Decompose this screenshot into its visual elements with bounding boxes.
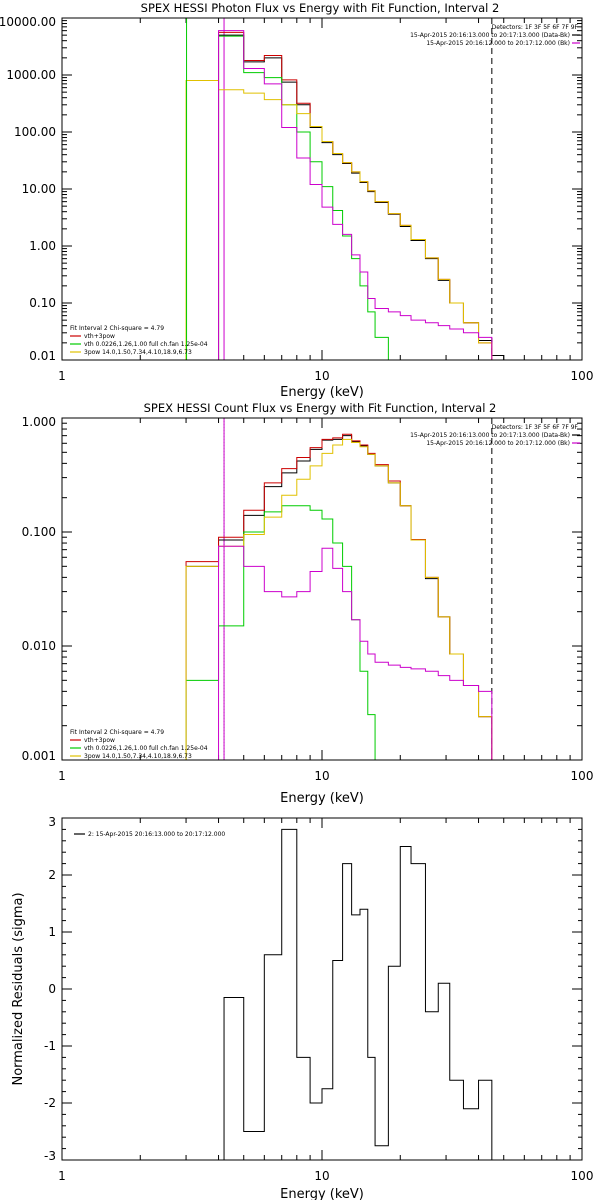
x-tick-label: 10: [314, 369, 329, 383]
x-tick-label: 10: [314, 1169, 329, 1183]
y-tick-label: 1000.00: [6, 68, 56, 82]
series-line-1: [218, 31, 504, 360]
residuals-x-axis-label: Energy (keV): [280, 1187, 364, 1200]
series-line-4: [218, 30, 493, 360]
y-tick-label: 0.100: [22, 525, 56, 539]
count-plot-area: 1 10 100 0.001 0.010 0.100 1.000: [22, 415, 594, 783]
count-y-axis: 0.001 0.010 0.100 1.000: [22, 415, 582, 763]
residuals-x-axis: 1 10 100: [58, 818, 593, 1183]
residuals-plot-frame: [61, 817, 583, 1161]
y-tick-label: 2: [48, 868, 56, 882]
y-tick-label: -3: [44, 1149, 56, 1163]
count-legend-entry: vth 0.0226,1.26,1.00 full ch.fan 1.25e-0…: [84, 745, 208, 752]
x-tick-label: 10: [314, 769, 329, 783]
photon-legend: Fit Interval 2 Chi-square = 4.79 vth+3po…: [70, 325, 208, 356]
count-info-line: 15-Apr-2015 20:16:12.000 to 20:17:12.000…: [426, 440, 570, 447]
residuals-legend-entry: 2: 15-Apr-2015 20:16:13.000 to 20:17:12.…: [88, 831, 225, 838]
photon-legend-entry: vth+3pow: [84, 333, 115, 340]
y-tick-label: 0: [48, 982, 56, 996]
y-tick-label: -2: [44, 1096, 56, 1110]
count-legend-entry: Fit Interval 2 Chi-square = 4.79: [70, 729, 164, 736]
series-line-2: [218, 35, 401, 360]
y-tick-label: 0.10: [29, 296, 56, 310]
y-tick-label: 0.001: [22, 749, 56, 763]
y-tick-label: 1.00: [29, 239, 56, 253]
series-line-1: [185, 433, 504, 760]
photon-y-axis: 0.01 0.10 1.00 10.00 100.00 1000.00 10000.00: [0, 15, 582, 363]
residuals-y-axis-label: Normalized Residuals (sigma): [11, 892, 26, 1085]
residuals-panel: 1 10 100 -3 -2 -1 0 1 2 3 Energy (keV) Normalized…: [11, 815, 593, 1200]
residuals-y-axis: -3 -2 -1 0 1 2 3: [44, 815, 582, 1163]
photon-legend-entry: 3pow 14.0,1.50,7.34,4.10,18.9,6.73: [84, 349, 192, 356]
count-x-axis-label: Energy (keV): [280, 791, 364, 806]
count-legend-entry: 3pow 14.0,1.50,7.34,4.10,18.9,6.73: [84, 753, 192, 760]
count-flux-panel: SPEX HESSI Count Flux vs Energy with Fit…: [22, 401, 594, 806]
x-tick-label: 1: [58, 1169, 66, 1183]
photon-flux-panel: SPEX HESSI Photon Flux vs Energy with Fi…: [0, 1, 593, 400]
y-tick-label: 1: [48, 925, 56, 939]
x-tick-label: 100: [571, 769, 594, 783]
series-line-0: [218, 34, 505, 360]
photon-plot-frame: [61, 17, 583, 361]
y-tick-label: 0.01: [29, 349, 56, 363]
photon-info-block: Detectors: 1F 3F 5F 6F 7F 9F 15-Apr-2015…: [410, 24, 580, 47]
series-line-4: [218, 545, 493, 760]
y-tick-label: 10.00: [22, 182, 56, 196]
photon-info-line: 15-Apr-2015 20:16:12.000 to 20:17:12.000…: [426, 40, 570, 47]
count-legend-entry: vth+3pow: [84, 737, 115, 744]
series-line-3: [185, 80, 504, 360]
count-panel-title: SPEX HESSI Count Flux vs Energy with Fit…: [144, 401, 497, 415]
series-line-2: [185, 505, 389, 760]
count-info-block: Detectors: 1F 3F 5F 6F 7F 9F 15-Apr-2015…: [410, 424, 580, 447]
photon-info-line: Detectors: 1F 3F 5F 6F 7F 9F: [492, 24, 579, 31]
count-info-line: 15-Apr-2015 20:16:13.000 to 20:17:13.000…: [410, 432, 570, 439]
x-tick-label: 1: [58, 369, 66, 383]
count-plot-frame: [61, 417, 583, 761]
y-tick-label: -1: [44, 1039, 56, 1053]
photon-panel-title: SPEX HESSI Photon Flux vs Energy with Fi…: [141, 1, 500, 15]
y-tick-label: 0.010: [22, 639, 56, 653]
y-tick-label: 100.00: [14, 125, 56, 139]
series-line-0: [223, 828, 493, 1160]
residuals-legend: 2: 15-Apr-2015 20:16:13.000 to 20:17:12.…: [74, 831, 225, 838]
count-legend: Fit Interval 2 Chi-square = 4.79 vth+3po…: [70, 729, 208, 760]
photon-info-line: 15-Apr-2015 20:16:13.000 to 20:17:13.000…: [410, 32, 570, 39]
x-tick-label: 100: [571, 1169, 594, 1183]
y-tick-label: 1.000: [22, 415, 56, 429]
series-line-3: [185, 438, 504, 760]
x-tick-label: 1: [58, 769, 66, 783]
photon-legend-entry: Fit Interval 2 Chi-square = 4.79: [70, 325, 164, 332]
x-tick-label: 100: [571, 369, 594, 383]
series-line-0: [185, 435, 493, 760]
photon-plot-area: 1 10 100 0.01 0.10 1.00 10.00 100.00 1000.00 1000…: [0, 15, 593, 383]
y-tick-label: 10000.00: [0, 15, 56, 29]
residuals-plot-area: 1 10 100 -3 -2 -1 0 1 2 3: [44, 815, 593, 1183]
count-info-line: Detectors: 1F 3F 5F 6F 7F 9F: [492, 424, 579, 431]
photon-x-axis-label: Energy (keV): [280, 385, 364, 400]
photon-legend-entry: vth 0.0226,1.26,1.00 full ch.fan 1.25e-0…: [84, 341, 208, 348]
photon-x-axis: 1 10 100: [58, 18, 593, 383]
y-tick-label: 3: [48, 815, 56, 829]
